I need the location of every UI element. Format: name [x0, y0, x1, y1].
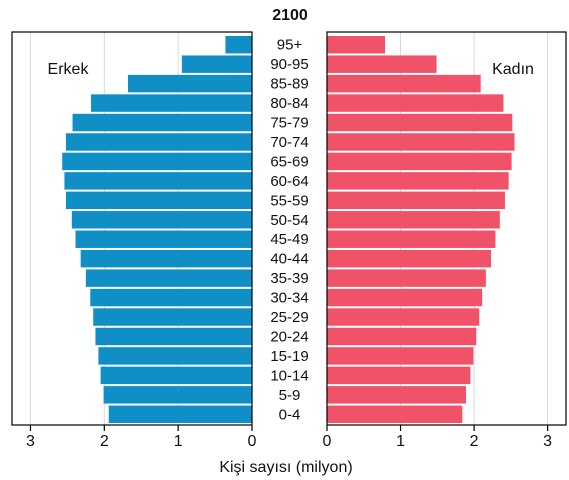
male-bar	[72, 113, 252, 132]
male-bar	[62, 152, 252, 171]
female-bar	[327, 269, 486, 287]
female-bar	[327, 308, 480, 326]
male-bar	[103, 386, 252, 404]
age-group-label: 85-89	[270, 76, 308, 93]
x-tick-label-right: 2	[470, 433, 479, 450]
female-bar	[327, 211, 500, 229]
legend-female-label: Kadın	[492, 61, 534, 78]
female-bar	[327, 230, 496, 248]
male-panel-frame	[11, 31, 253, 426]
x-tick-label-left: 1	[174, 433, 183, 450]
male-bar	[80, 249, 252, 268]
female-bar	[327, 191, 505, 210]
male-bar	[108, 405, 252, 423]
age-group-label: 30-34	[270, 290, 308, 307]
chart-title: 2100	[272, 7, 308, 24]
age-group-label: 50-54	[270, 212, 308, 229]
age-group-label: 45-49	[270, 231, 308, 248]
female-bar	[327, 172, 509, 190]
age-group-label: 0-4	[279, 406, 301, 423]
age-group-label: 65-69	[270, 153, 308, 170]
age-group-label: 70-74	[270, 134, 308, 151]
male-bar	[65, 191, 253, 210]
female-bar	[327, 249, 491, 268]
female-bar	[327, 386, 466, 404]
female-panel-frame	[326, 31, 567, 426]
age-group-label: 55-59	[270, 192, 308, 209]
female-bar	[327, 405, 463, 423]
x-axis-label: Kişi sayısı (milyon)	[219, 459, 352, 476]
x-tick-label-right: 3	[543, 433, 552, 450]
age-group-label: 15-19	[270, 348, 308, 365]
male-bar	[85, 269, 252, 287]
x-tick-label-right: 1	[396, 433, 405, 450]
age-group-label: 20-24	[270, 328, 308, 345]
x-tick-label-left: 2	[100, 433, 109, 450]
female-bar	[327, 74, 481, 93]
male-bar	[65, 133, 253, 151]
age-group-label: 95+	[277, 37, 303, 54]
male-bar	[127, 74, 252, 93]
age-group-label: 90-95	[270, 56, 308, 73]
age-group-labels: 95+ 90-95 85-89 80-84 75-79 70-74 65-69 60-64 55…	[270, 37, 308, 424]
female-panel: 0 1 2 3	[323, 31, 567, 450]
x-tick-label-left: 3	[26, 433, 35, 450]
legend-male-label: Erkek	[48, 61, 90, 78]
female-bar	[327, 36, 386, 54]
female-bar	[327, 55, 437, 73]
age-group-label: 40-44	[270, 251, 308, 268]
male-bar	[90, 288, 253, 307]
age-group-label: 60-64	[270, 173, 308, 190]
male-bar	[91, 94, 252, 112]
male-bar	[64, 172, 252, 190]
male-bar	[98, 347, 253, 365]
female-bar	[327, 366, 471, 385]
male-bar	[93, 308, 252, 326]
male-bar	[181, 55, 252, 73]
female-bar	[327, 94, 504, 112]
female-bar	[327, 347, 474, 365]
female-bar	[327, 327, 477, 346]
female-bar	[327, 133, 515, 151]
age-group-label: 75-79	[270, 115, 308, 132]
male-bar	[100, 366, 252, 385]
female-bar	[327, 152, 512, 171]
age-group-label: 5-9	[279, 387, 301, 404]
x-tick-label-left: 0	[248, 433, 257, 450]
age-group-label: 25-29	[270, 309, 308, 326]
age-group-label: 35-39	[270, 270, 308, 287]
male-panel: 3 2 1 0	[11, 31, 257, 450]
male-bar	[95, 327, 252, 346]
x-tick-label-right: 0	[323, 433, 332, 450]
male-bar	[225, 36, 252, 54]
age-group-label: 80-84	[270, 95, 308, 112]
male-bar	[71, 211, 252, 229]
female-bar	[327, 288, 483, 307]
age-group-label: 10-14	[270, 367, 308, 384]
female-bar	[327, 113, 513, 132]
male-bar	[75, 230, 252, 248]
